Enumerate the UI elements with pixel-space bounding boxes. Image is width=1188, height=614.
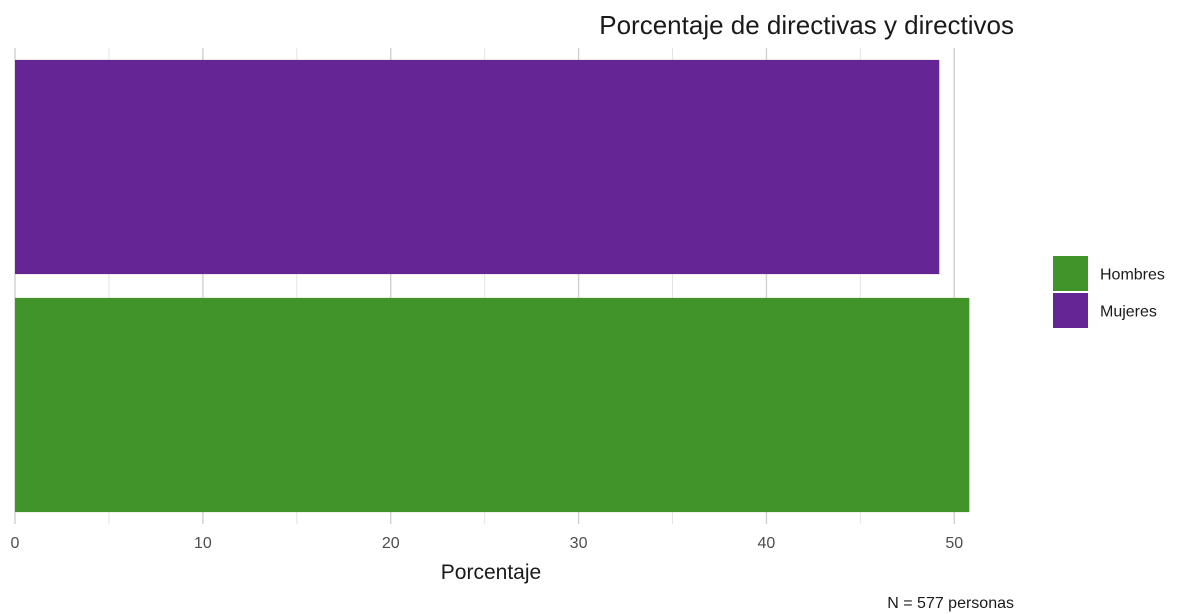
x-axis-title: Porcentaje	[441, 561, 541, 584]
x-tick-label-10: 10	[194, 535, 212, 552]
legend-label-mujeres: Mujeres	[1100, 304, 1157, 321]
bar-mujeres	[15, 59, 940, 275]
x-tick-label-0: 0	[11, 535, 20, 552]
chart-title: Porcentaje de directivas y directivos	[599, 10, 1014, 40]
x-tick-label-40: 40	[758, 535, 776, 552]
bar-hombres	[15, 297, 970, 513]
x-tick-label-30: 30	[570, 535, 588, 552]
caption-text: N = 577 personas	[887, 595, 1014, 612]
legend-label-hombres: Hombres	[1100, 267, 1165, 284]
x-tick-label-20: 20	[382, 535, 400, 552]
legend-swatch-mujeres	[1053, 293, 1088, 328]
legend: Hombres Mujeres	[1053, 256, 1165, 328]
x-tick-label-50: 50	[945, 535, 963, 552]
bars	[15, 59, 970, 513]
legend-swatch-hombres	[1053, 256, 1088, 291]
x-axis-ticks: 0 10 20 30 40 50	[11, 535, 964, 552]
